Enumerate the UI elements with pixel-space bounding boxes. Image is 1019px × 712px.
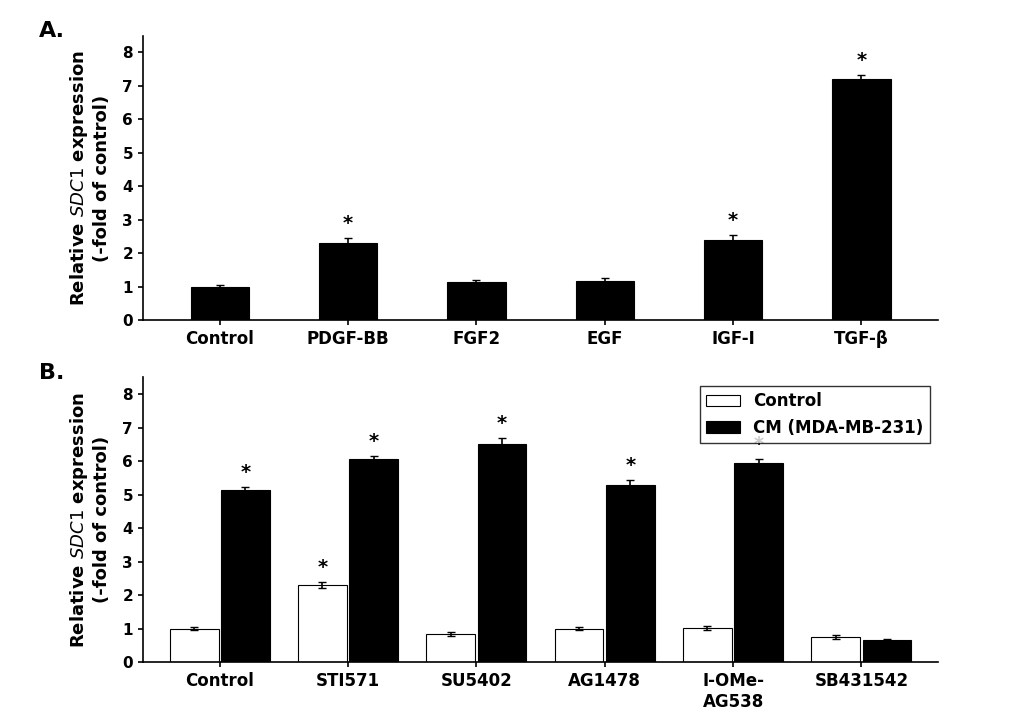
Bar (605, 485, 654, 662)
Bar (554, 629, 603, 662)
Bar (810, 637, 859, 662)
Bar (446, 282, 505, 320)
Text: *: * (368, 432, 378, 451)
Y-axis label: Relative $\it{SDC1}$ expression
(-fold of control): Relative $\it{SDC1}$ expression (-fold o… (68, 392, 111, 648)
Bar (477, 444, 526, 662)
Bar (862, 640, 911, 662)
Text: A.: A. (40, 21, 65, 41)
Bar (221, 490, 270, 662)
Bar (575, 281, 634, 320)
Text: *: * (625, 456, 635, 474)
Text: *: * (496, 414, 506, 433)
Y-axis label: Relative $\it{SDC1}$ expression
(-fold of control): Relative $\it{SDC1}$ expression (-fold o… (68, 50, 111, 306)
Bar (734, 463, 783, 662)
Text: *: * (753, 435, 763, 454)
Bar (683, 628, 731, 662)
Bar (319, 244, 377, 320)
Bar (703, 240, 761, 320)
Bar (191, 287, 249, 320)
Bar (169, 629, 218, 662)
Bar (350, 459, 397, 662)
Text: *: * (728, 211, 738, 230)
Bar (832, 79, 890, 320)
Text: B.: B. (40, 363, 64, 383)
Text: *: * (856, 51, 865, 70)
Text: *: * (342, 214, 353, 234)
Bar (426, 634, 475, 662)
Bar (298, 585, 346, 662)
Text: *: * (240, 463, 251, 482)
Legend: Control, CM (MDA-MB-231): Control, CM (MDA-MB-231) (699, 386, 929, 444)
Text: *: * (317, 558, 327, 577)
